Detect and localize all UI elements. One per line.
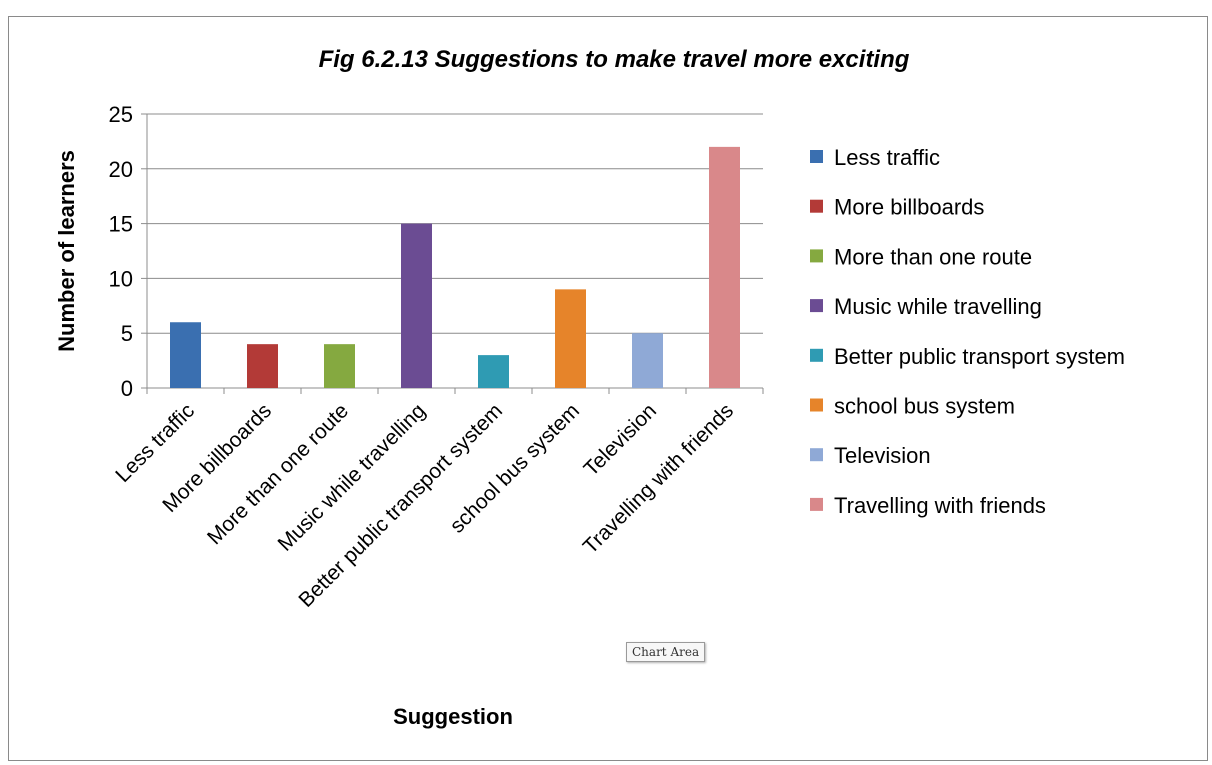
- bar: [247, 344, 278, 388]
- x-axis-title: Suggestion: [393, 704, 513, 729]
- bar: [324, 344, 355, 388]
- legend-swatch: [810, 497, 823, 511]
- legend-swatch: [810, 299, 823, 313]
- legend-entry: Travelling with friends: [834, 493, 1046, 518]
- legend-entry: school bus system: [834, 394, 1015, 419]
- legend-swatch: [810, 249, 823, 263]
- legend-entry: More billboards: [834, 195, 984, 220]
- legend-entry: Television: [834, 443, 931, 468]
- y-tick-label: 10: [109, 266, 133, 291]
- x-tick-label: Music while travelling: [273, 399, 430, 556]
- x-tick-label: school bus system: [446, 399, 584, 537]
- chart-title: Fig 6.2.13 Suggestions to make travel mo…: [319, 46, 910, 73]
- legend-swatch: [810, 348, 823, 362]
- legend-entry: Less traffic: [834, 145, 940, 170]
- x-tick-label: More than one route: [203, 399, 353, 549]
- y-tick-label: 25: [109, 102, 133, 127]
- y-tick-label: 20: [109, 157, 133, 182]
- legend-entry: Better public transport system: [834, 344, 1125, 369]
- y-axis-title: Number of learners: [54, 150, 79, 352]
- y-tick-label: 0: [121, 376, 133, 401]
- legend-swatch: [810, 199, 823, 213]
- legend-entry: More than one route: [834, 244, 1032, 269]
- x-tick-label: Television: [580, 399, 661, 480]
- bar: [555, 289, 586, 388]
- x-tick-label: Travelling with friends: [579, 399, 738, 558]
- bar: [632, 333, 663, 388]
- bar: [478, 355, 509, 388]
- bar: [401, 223, 432, 388]
- bar: [709, 146, 740, 388]
- legend-swatch: [810, 448, 823, 462]
- y-tick-label: 5: [121, 321, 133, 346]
- y-tick-label: 15: [109, 212, 133, 237]
- bar: [170, 322, 201, 388]
- legend-swatch: [810, 150, 823, 163]
- legend-entry: Music while travelling: [834, 294, 1042, 319]
- legend-swatch: [810, 398, 823, 412]
- chart-area-tooltip: Chart Area: [626, 642, 706, 662]
